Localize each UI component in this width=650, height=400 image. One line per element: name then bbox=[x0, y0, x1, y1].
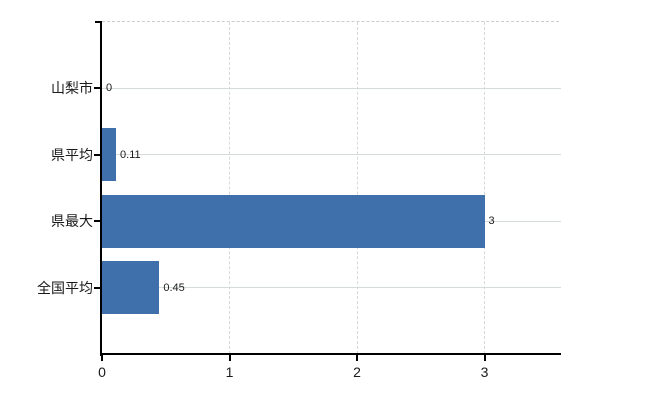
x-gridline bbox=[356, 22, 358, 354]
x-tick-mark bbox=[101, 355, 103, 361]
value-label: 3 bbox=[488, 215, 495, 228]
y-axis-line bbox=[100, 22, 102, 356]
value-label: 0.11 bbox=[120, 148, 141, 161]
x-gridline bbox=[229, 22, 230, 354]
x-tick-label: 1 bbox=[225, 364, 234, 380]
y-tick-mark bbox=[94, 220, 101, 223]
category-label: 全国平均 bbox=[37, 279, 93, 296]
bar bbox=[102, 261, 160, 315]
value-label: 0 bbox=[106, 82, 113, 95]
y-gridline bbox=[102, 287, 561, 289]
category-label: 山梨市 bbox=[51, 80, 93, 97]
bar bbox=[102, 194, 485, 248]
x-tick-mark bbox=[356, 355, 358, 361]
y-gridline bbox=[102, 154, 561, 156]
bar bbox=[102, 128, 117, 182]
x-gridline bbox=[484, 22, 485, 354]
x-tick-label: 3 bbox=[480, 364, 489, 380]
x-tick-label: 2 bbox=[353, 364, 361, 380]
plot-top-border bbox=[102, 21, 559, 22]
category-label: 県最大 bbox=[51, 213, 93, 230]
value-label: 0.45 bbox=[163, 281, 185, 294]
y-tick-mark bbox=[94, 87, 101, 90]
y-axis-top-tick bbox=[95, 21, 102, 23]
x-tick-label: 0 bbox=[98, 364, 106, 380]
y-tick-mark bbox=[94, 286, 101, 289]
x-tick-mark bbox=[228, 355, 231, 361]
y-gridline bbox=[102, 87, 561, 89]
y-tick-mark bbox=[94, 153, 101, 156]
x-axis-line bbox=[100, 353, 561, 355]
category-label: 県平均 bbox=[51, 146, 93, 163]
x-tick-mark bbox=[483, 355, 486, 361]
